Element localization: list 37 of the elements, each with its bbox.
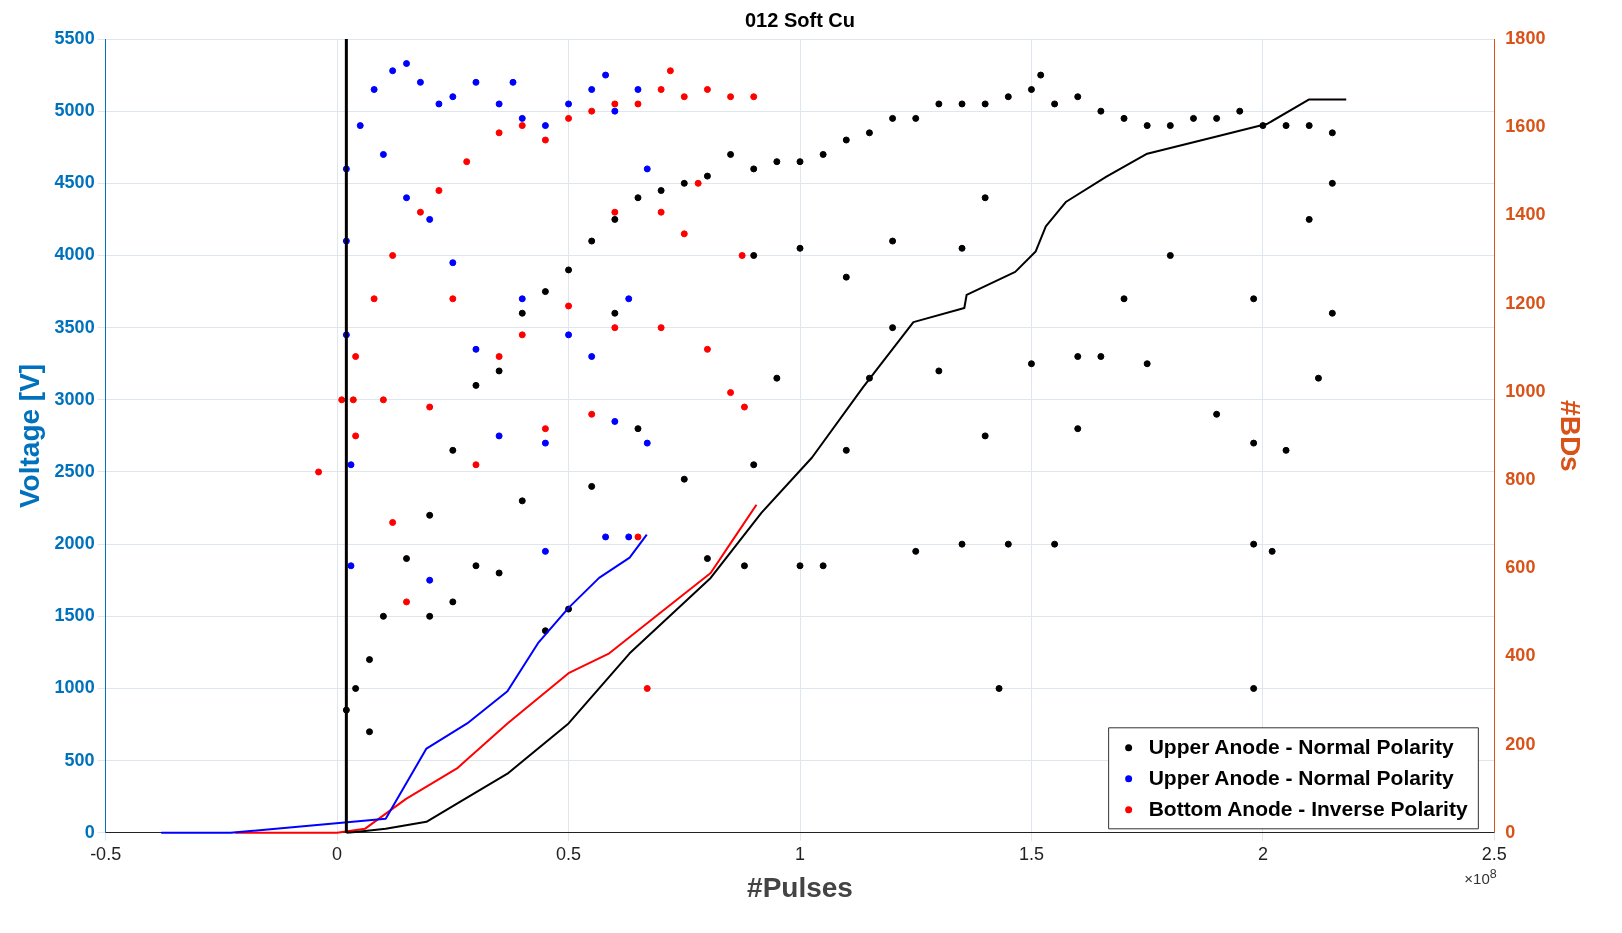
x-tick-label: 2.5 (1481, 843, 1507, 864)
y2-tick-label: 1600 (1505, 116, 1546, 137)
y-tick-label: 2500 (54, 460, 95, 481)
y-tick-label: 4000 (54, 244, 95, 265)
text: ×10$^{8}$ (1464, 866, 1497, 887)
y2-tick-label: 800 (1505, 468, 1536, 489)
y2-axis-title: #BDs (1555, 400, 1587, 472)
y2-tick-label: 1200 (1505, 292, 1546, 313)
y-tick-label: 1000 (54, 677, 95, 698)
y-tick-label: 3500 (54, 316, 95, 337)
y-tick-label: 0 (84, 821, 95, 842)
x-axis-title: #Pulses (747, 871, 853, 903)
y2-tick-label: 1400 (1505, 204, 1546, 225)
y2-tick-label: 1000 (1505, 380, 1546, 401)
y-tick-label: 500 (64, 749, 95, 770)
y-tick-label: 2000 (54, 533, 95, 554)
y-tick-label: 4500 (54, 172, 95, 193)
y-tick-label: 5500 (54, 27, 95, 48)
y-tick-label: 3000 (54, 388, 95, 409)
x-tick-label: 2 (1257, 843, 1268, 864)
legend-label: Bottom Anode - Inverse Polarity (1148, 796, 1468, 820)
y-axis-title: Voltage [V] (13, 363, 45, 508)
y2-tick-label: 1800 (1505, 27, 1546, 48)
y-tick-label: 5000 (54, 100, 95, 121)
x-tick-label: 1 (794, 843, 806, 864)
chart-title: 012 Soft Cu (744, 8, 856, 31)
legend-label: Upper Anode - Normal Polarity (1148, 734, 1454, 758)
x-tick-label: 1.5 (1018, 843, 1044, 864)
y-tick-label: 1500 (54, 605, 95, 626)
x-tick-label: 0 (332, 843, 343, 864)
x-tick-label: 0.5 (556, 843, 582, 864)
y2-tick-label: 200 (1505, 733, 1536, 754)
x-tick-label: -0.5 (90, 843, 122, 864)
legend-label: Upper Anode - Normal Polarity (1148, 765, 1454, 789)
y2-tick-label: 400 (1505, 645, 1536, 666)
y2-tick-label: 0 (1505, 821, 1516, 842)
y2-tick-label: 600 (1505, 557, 1536, 578)
